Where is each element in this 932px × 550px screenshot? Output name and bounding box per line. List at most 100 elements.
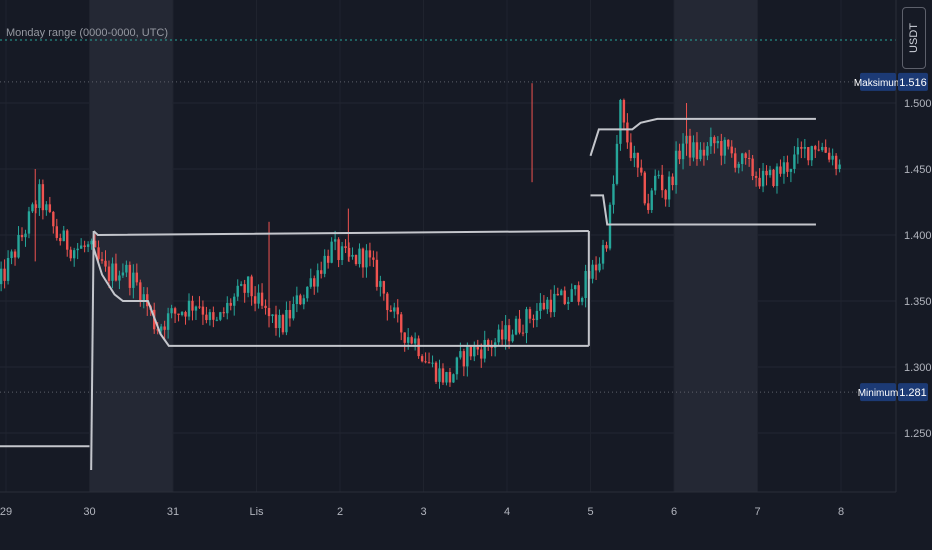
x-tick-label: 30 xyxy=(83,506,95,518)
candle-body xyxy=(62,230,65,242)
candle xyxy=(132,264,135,299)
candle-body xyxy=(779,166,782,174)
currency-button[interactable]: USDT xyxy=(902,7,926,69)
range-high-week1 xyxy=(92,230,589,237)
candle-body xyxy=(838,164,841,170)
candle-body xyxy=(636,152,640,168)
candle xyxy=(647,193,650,214)
candle xyxy=(274,305,278,336)
candle-body xyxy=(13,251,17,258)
candle xyxy=(260,283,264,310)
candle xyxy=(734,147,737,173)
candle xyxy=(556,287,559,296)
candle-body xyxy=(100,259,104,261)
candle xyxy=(246,276,250,298)
candle-body xyxy=(69,249,72,259)
candle-body xyxy=(751,158,754,177)
candle xyxy=(438,359,441,389)
candle xyxy=(507,318,511,349)
candle xyxy=(368,242,372,267)
candle-body xyxy=(573,285,577,290)
candle xyxy=(591,259,594,284)
x-tick-label: Lis xyxy=(249,506,264,518)
highlight-band-30 xyxy=(89,0,173,492)
candle-body xyxy=(20,234,24,238)
candle xyxy=(76,243,79,260)
candle-body xyxy=(497,329,500,343)
candle-body xyxy=(406,337,410,343)
candle xyxy=(834,153,838,176)
candle-body xyxy=(104,260,107,267)
candle xyxy=(654,169,657,195)
candle xyxy=(601,239,605,270)
candle-body xyxy=(730,146,733,154)
candle xyxy=(17,226,20,259)
candle-body xyxy=(121,272,125,276)
candle-body xyxy=(796,147,800,155)
candle xyxy=(59,233,62,246)
candle-body xyxy=(41,184,45,211)
candle xyxy=(570,283,573,302)
x-tick-label: 4 xyxy=(504,506,510,518)
candle-body xyxy=(281,315,285,333)
candle xyxy=(758,168,761,189)
candle xyxy=(542,295,546,311)
highlight-band-6 xyxy=(674,0,758,492)
candle-body xyxy=(323,255,326,274)
candle xyxy=(688,128,692,166)
candle xyxy=(580,296,584,306)
candle xyxy=(62,225,65,242)
candle xyxy=(744,152,747,165)
range-lines xyxy=(0,117,816,470)
candle xyxy=(577,281,580,306)
candle-body xyxy=(278,315,281,329)
candle xyxy=(299,293,302,306)
candle xyxy=(320,261,323,279)
candle-body xyxy=(674,150,678,186)
candle-body xyxy=(264,305,267,309)
candle xyxy=(114,253,118,282)
candle-body xyxy=(678,150,681,160)
candle-body xyxy=(782,162,786,174)
candle xyxy=(480,343,483,368)
candle-body xyxy=(441,368,445,383)
candle xyxy=(643,170,646,206)
candle-body xyxy=(598,263,601,271)
candle xyxy=(671,173,674,191)
candle xyxy=(692,135,695,162)
candle xyxy=(48,196,52,214)
candle xyxy=(142,286,145,309)
marker-value-bg xyxy=(898,383,928,402)
candle-body xyxy=(396,307,399,315)
candle xyxy=(824,139,827,154)
candle-body xyxy=(709,137,713,147)
candle xyxy=(821,142,824,152)
candle xyxy=(66,229,69,257)
candle xyxy=(72,247,76,267)
candle xyxy=(476,339,479,356)
candle-body xyxy=(754,176,758,178)
candle-body xyxy=(660,174,664,191)
candle xyxy=(827,147,831,163)
candle xyxy=(389,305,392,313)
candle xyxy=(139,279,142,307)
candle-body xyxy=(344,246,347,249)
candle xyxy=(525,306,528,344)
candle-body xyxy=(521,332,525,334)
candle-body xyxy=(560,290,563,296)
x-tick-label: 8 xyxy=(838,506,844,518)
candle-body xyxy=(48,204,52,212)
candle xyxy=(306,286,309,302)
candle xyxy=(347,242,351,263)
candle-body xyxy=(198,306,201,308)
indicator-title[interactable]: Monday range (0000-0000, UTC) xyxy=(6,27,169,39)
y-axis-ticks: 1.250 1.300 1.350 1.400 1.450 1.500 xyxy=(904,98,932,440)
candle-body xyxy=(233,296,236,306)
candle-body xyxy=(643,172,646,204)
candle-body xyxy=(212,312,215,320)
candle xyxy=(170,304,173,319)
candle xyxy=(403,332,406,352)
candle xyxy=(535,303,539,328)
candle xyxy=(173,306,177,323)
